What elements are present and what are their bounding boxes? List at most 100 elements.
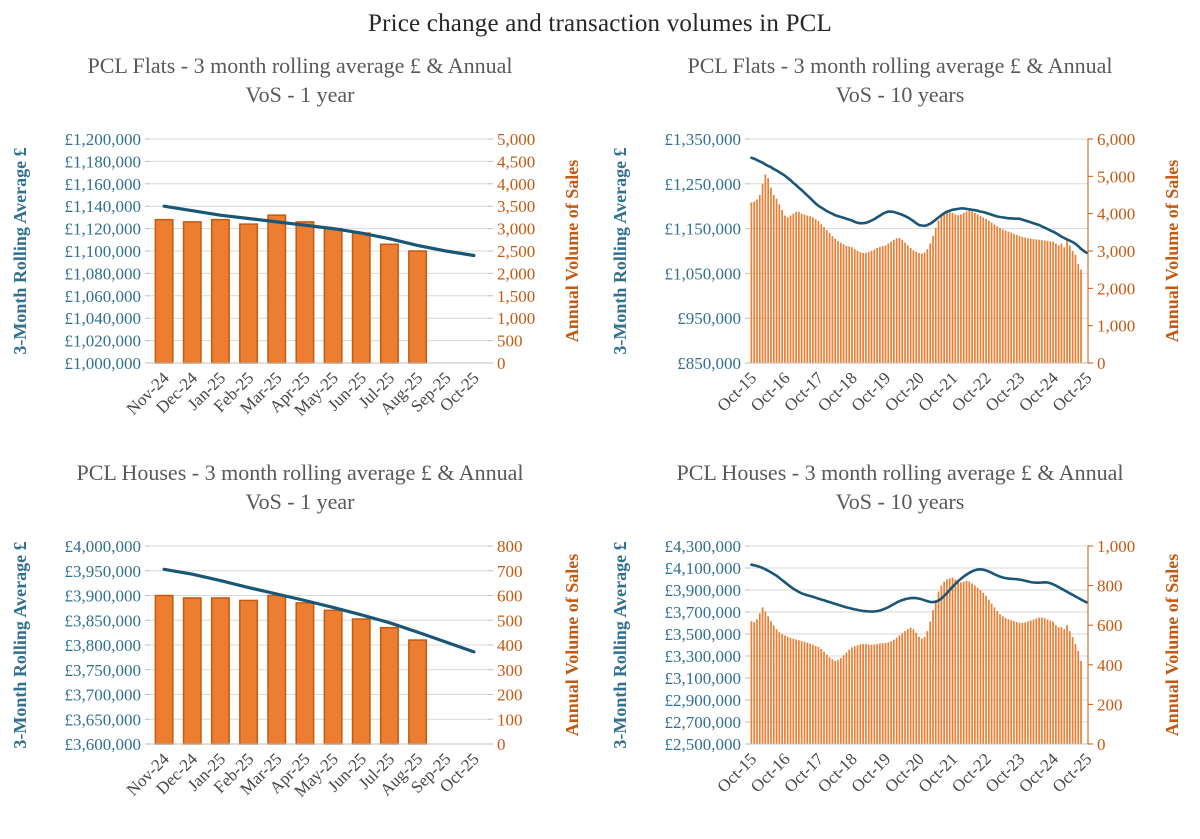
- right-axis-title: Annual Volume of Sales: [562, 160, 582, 343]
- svg-text:£1,180,000: £1,180,000: [65, 153, 142, 172]
- svg-text:£4,100,000: £4,100,000: [665, 559, 742, 578]
- vos-bars: [750, 578, 1082, 745]
- chart-panel-houses-10-years: PCL Houses - 3 month rolling average £ &…: [600, 451, 1200, 830]
- svg-text:500: 500: [497, 612, 523, 631]
- svg-text:0: 0: [1097, 735, 1106, 754]
- svg-text:100: 100: [497, 711, 523, 730]
- right-axis-ticks: 0 100 200 300 400 500 600 700 800: [488, 537, 523, 754]
- svg-text:£4,000,000: £4,000,000: [65, 537, 142, 556]
- svg-text:800: 800: [1097, 577, 1123, 596]
- svg-text:3,500: 3,500: [497, 197, 535, 216]
- right-axis-ticks: 0 1,000 2,000 3,000 4,000 5,000 6,000: [1088, 130, 1135, 373]
- svg-text:600: 600: [497, 587, 523, 606]
- svg-text:£950,000: £950,000: [677, 309, 741, 328]
- svg-text:5,000: 5,000: [1097, 168, 1135, 187]
- svg-text:3,000: 3,000: [1097, 242, 1135, 261]
- x-axis-labels: Nov-24Dec-24Jan-25Feb-25Mar-25Apr-25May-…: [123, 749, 483, 801]
- svg-text:£3,800,000: £3,800,000: [65, 636, 142, 655]
- svg-text:0: 0: [1097, 354, 1106, 373]
- price-line: [162, 204, 476, 258]
- svg-text:2,000: 2,000: [497, 265, 535, 284]
- svg-text:£3,950,000: £3,950,000: [65, 562, 142, 581]
- svg-text:1,000: 1,000: [1097, 537, 1135, 556]
- svg-text:£1,250,000: £1,250,000: [665, 175, 742, 194]
- left-axis-ticks: £1,000,000 £1,020,000 £1,040,000 £1,060,000…: [65, 130, 150, 373]
- right-axis-title: Annual Volume of Sales: [562, 554, 582, 737]
- left-axis-ticks: £2,500,000 £2,700,000 £2,900,000 £3,100,000…: [665, 537, 750, 754]
- chart-title-flats-10-years: PCL Flats - 3 month rolling average £ & …: [687, 53, 1113, 107]
- svg-text:2,000: 2,000: [1097, 280, 1135, 299]
- right-axis-title: Annual Volume of Sales: [1162, 160, 1182, 343]
- svg-text:500: 500: [497, 332, 523, 351]
- vos-bars: [154, 595, 428, 746]
- left-axis-title: 3-Month Rolling Average £: [10, 542, 30, 749]
- svg-text:200: 200: [497, 686, 523, 705]
- left-axis-ticks: £3,600,000 £3,650,000 £3,700,000 £3,750,000…: [65, 537, 150, 754]
- price-line: [750, 156, 1088, 255]
- svg-text:£1,200,000: £1,200,000: [65, 130, 142, 149]
- svg-text:0: 0: [497, 354, 506, 373]
- vos-bars: [750, 174, 1082, 364]
- chart-houses-1-year: £3,600,000 £3,650,000 £3,700,000 £3,750,000…: [10, 537, 582, 801]
- chart-panel-houses-1-year: PCL Houses - 3 month rolling average £ &…: [0, 451, 600, 830]
- chart-title-houses-10-years: PCL Houses - 3 month rolling average £ &…: [676, 460, 1124, 514]
- price-line: [162, 568, 476, 654]
- svg-text:£2,500,000: £2,500,000: [665, 735, 742, 754]
- chart-panel-flats-1-year: PCL Flats - 3 month rolling average £ & …: [0, 44, 600, 449]
- svg-text:£1,350,000: £1,350,000: [665, 130, 742, 149]
- chart-title-flats-1-year: PCL Flats - 3 month rolling average £ & …: [87, 53, 513, 107]
- svg-text:£3,700,000: £3,700,000: [65, 686, 142, 705]
- svg-text:£1,080,000: £1,080,000: [65, 265, 142, 284]
- svg-text:1,000: 1,000: [1097, 317, 1135, 336]
- svg-text:£3,650,000: £3,650,000: [65, 711, 142, 730]
- svg-text:200: 200: [1097, 696, 1123, 715]
- svg-text:600: 600: [1097, 617, 1123, 636]
- svg-text:300: 300: [497, 661, 523, 680]
- svg-text:£850,000: £850,000: [677, 354, 741, 373]
- svg-text:£3,100,000: £3,100,000: [665, 669, 742, 688]
- svg-text:£4,300,000: £4,300,000: [665, 537, 742, 556]
- svg-text:Oct-25: Oct-25: [1049, 750, 1096, 797]
- svg-text:1,500: 1,500: [497, 287, 535, 306]
- svg-text:2,500: 2,500: [497, 242, 535, 261]
- svg-text:£3,500,000: £3,500,000: [665, 625, 742, 644]
- svg-text:Oct-25: Oct-25: [1049, 369, 1096, 416]
- svg-text:£1,160,000: £1,160,000: [65, 175, 142, 194]
- chart-flats-1-year: £1,000,000 £1,020,000 £1,040,000 £1,060,000…: [10, 130, 582, 420]
- svg-text:1,000: 1,000: [497, 309, 535, 328]
- svg-text:0: 0: [497, 735, 506, 754]
- svg-text:700: 700: [497, 562, 523, 581]
- svg-text:5,000: 5,000: [497, 130, 535, 149]
- svg-text:£1,020,000: £1,020,000: [65, 332, 142, 351]
- left-axis-title: 3-Month Rolling Average £: [610, 148, 630, 355]
- svg-text:£1,040,000: £1,040,000: [65, 309, 142, 328]
- svg-text:6,000: 6,000: [1097, 130, 1135, 149]
- svg-text:4,000: 4,000: [1097, 205, 1135, 224]
- svg-text:£3,850,000: £3,850,000: [65, 612, 142, 631]
- left-axis-title: 3-Month Rolling Average £: [610, 542, 630, 749]
- svg-text:£1,060,000: £1,060,000: [65, 287, 142, 306]
- right-axis-ticks: 0 500 1,000 1,500 2,000 2,500 3,000 3,500 4,000 4…: [488, 130, 535, 373]
- svg-text:£1,140,000: £1,140,000: [65, 197, 142, 216]
- svg-text:£1,120,000: £1,120,000: [65, 220, 142, 239]
- svg-text:800: 800: [497, 537, 523, 556]
- chart-grid: PCL Flats - 3 month rolling average £ & …: [0, 44, 1200, 830]
- chart-houses-10-years: £2,500,000 £2,700,000 £2,900,000 £3,100,000…: [610, 537, 1182, 796]
- x-axis-labels: Oct-15Oct-16Oct-17Oct-18Oct-19Oct-20Oct-…: [713, 368, 1095, 415]
- svg-text:£1,150,000: £1,150,000: [665, 220, 742, 239]
- svg-text:£1,000,000: £1,000,000: [65, 354, 142, 373]
- svg-text:£3,900,000: £3,900,000: [65, 587, 142, 606]
- left-axis-title: 3-Month Rolling Average £: [10, 148, 30, 355]
- chart-flats-10-years: £850,000 £950,000 £1,050,000 £1,150,000 £1,2…: [610, 130, 1182, 415]
- right-axis-ticks: 0 200 400 600 800 1,000: [1088, 537, 1135, 754]
- svg-text:£3,700,000: £3,700,000: [665, 603, 742, 622]
- x-axis-labels: Oct-15Oct-16Oct-17Oct-18Oct-19Oct-20Oct-…: [713, 749, 1095, 796]
- price-line: [750, 563, 1088, 614]
- svg-text:3,000: 3,000: [497, 220, 535, 239]
- x-axis-labels: Nov-24Dec-24Jan-25Feb-25Mar-25Apr-25May-…: [123, 368, 483, 420]
- svg-text:£3,750,000: £3,750,000: [65, 661, 142, 680]
- left-axis-ticks: £850,000 £950,000 £1,050,000 £1,150,000 £1,2…: [665, 130, 750, 373]
- svg-text:400: 400: [1097, 656, 1123, 675]
- svg-text:£2,900,000: £2,900,000: [665, 691, 742, 710]
